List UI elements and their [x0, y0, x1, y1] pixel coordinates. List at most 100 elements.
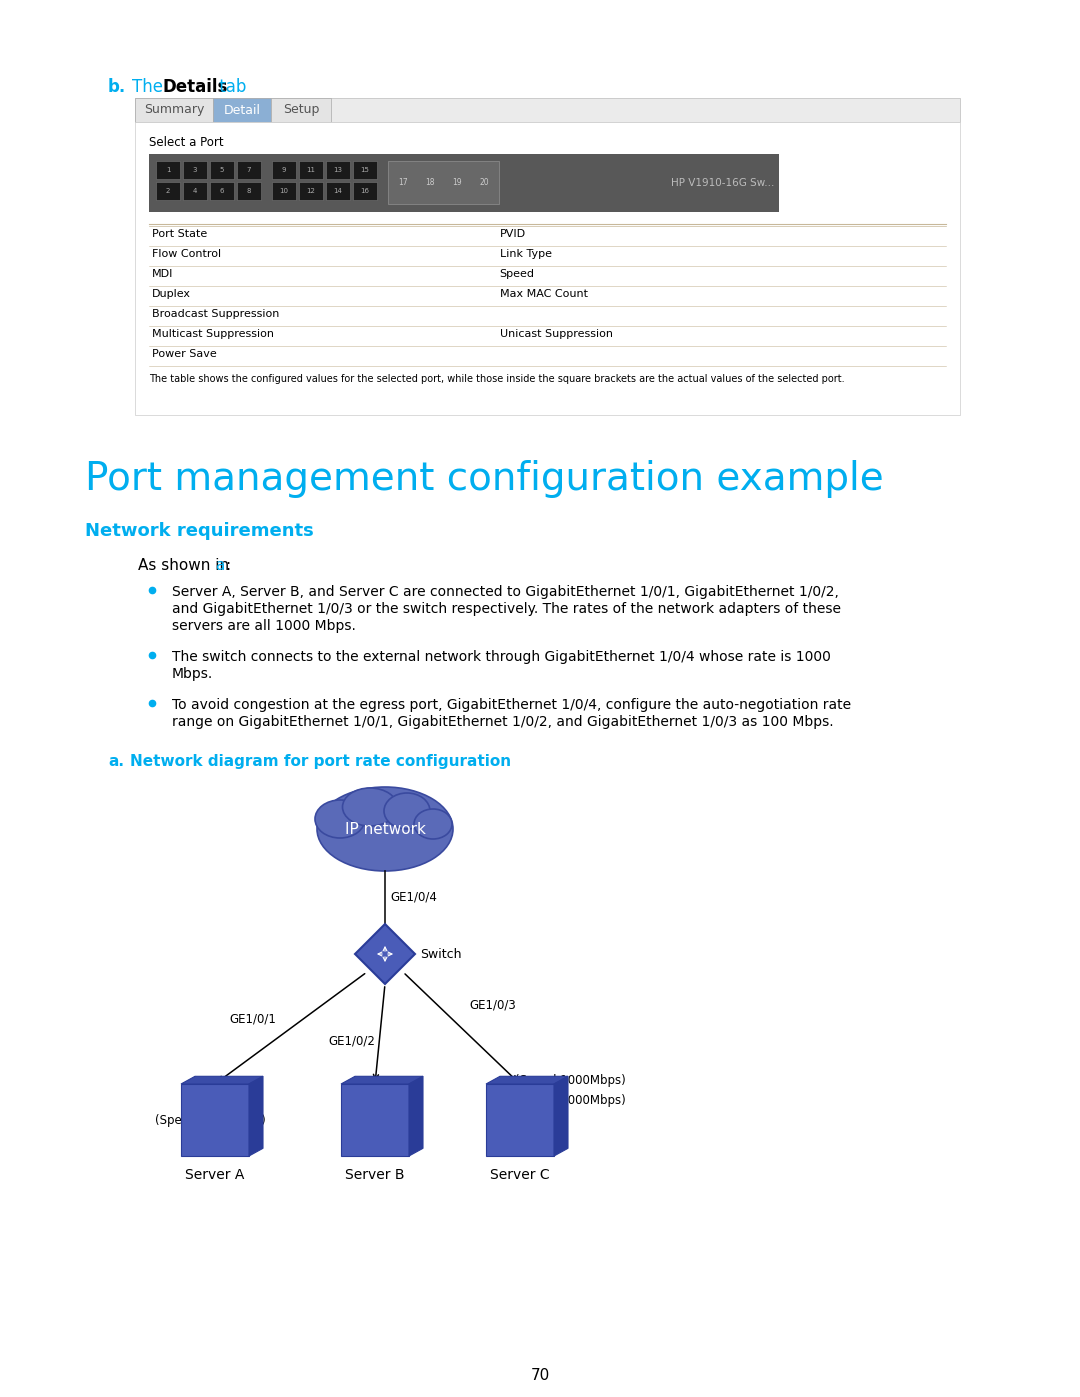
FancyBboxPatch shape [183, 161, 207, 179]
Text: 7: 7 [246, 168, 252, 173]
Text: Summary: Summary [144, 103, 204, 116]
Text: Server C: Server C [490, 1168, 550, 1182]
Text: 9: 9 [282, 168, 286, 173]
Text: (Speed 1000Mbps): (Speed 1000Mbps) [515, 1094, 625, 1106]
Text: a.: a. [108, 754, 124, 768]
Text: 13: 13 [334, 168, 342, 173]
Text: 8: 8 [246, 189, 252, 194]
Ellipse shape [342, 788, 397, 826]
FancyBboxPatch shape [213, 98, 271, 122]
Text: :: : [225, 557, 230, 573]
Text: To avoid congestion at the egress port, GigabitEthernet 1/0/4, configure the aut: To avoid congestion at the egress port, … [172, 698, 851, 712]
Text: PVID: PVID [500, 229, 526, 239]
FancyBboxPatch shape [135, 98, 960, 122]
Text: GE1/0/3: GE1/0/3 [470, 997, 516, 1011]
Ellipse shape [318, 787, 453, 870]
FancyBboxPatch shape [135, 98, 213, 122]
Text: 2: 2 [166, 189, 171, 194]
Text: Flow Control: Flow Control [152, 249, 221, 258]
Text: GE1/0/4: GE1/0/4 [390, 891, 437, 904]
Text: Switch: Switch [420, 947, 461, 961]
Text: As shown in: As shown in [138, 557, 234, 573]
Text: 19: 19 [453, 177, 462, 187]
Text: Port management configuration example: Port management configuration example [85, 460, 883, 497]
Ellipse shape [315, 800, 365, 838]
Text: and GigabitEthernet 1/0/3 or the switch respectively. The rates of the network a: and GigabitEthernet 1/0/3 or the switch … [172, 602, 841, 616]
FancyBboxPatch shape [271, 98, 330, 122]
FancyBboxPatch shape [135, 122, 960, 415]
Text: tab: tab [214, 78, 246, 96]
Text: b.: b. [108, 78, 126, 96]
FancyBboxPatch shape [326, 161, 350, 179]
FancyBboxPatch shape [353, 182, 377, 200]
FancyBboxPatch shape [156, 182, 180, 200]
Text: Max MAC Count: Max MAC Count [500, 289, 588, 299]
Text: Link Type: Link Type [500, 249, 552, 258]
Text: IP network: IP network [345, 821, 426, 837]
Text: The switch connects to the external network through GigabitEthernet 1/0/4 whose : The switch connects to the external netw… [172, 650, 831, 664]
Text: HP V1910-16G Sw...: HP V1910-16G Sw... [671, 177, 774, 189]
Text: 3: 3 [192, 168, 198, 173]
Text: Duplex: Duplex [152, 289, 191, 299]
Text: 1: 1 [165, 168, 171, 173]
FancyBboxPatch shape [299, 182, 323, 200]
FancyBboxPatch shape [353, 161, 377, 179]
Text: Unicast Suppression: Unicast Suppression [500, 330, 612, 339]
FancyBboxPatch shape [183, 182, 207, 200]
Ellipse shape [414, 809, 453, 840]
Text: GE1/0/2: GE1/0/2 [328, 1034, 375, 1046]
Text: Server A, Server B, and Server C are connected to GigabitEthernet 1/0/1, Gigabit: Server A, Server B, and Server C are con… [172, 585, 839, 599]
Text: Broadcast Suppression: Broadcast Suppression [152, 309, 280, 319]
Text: Power Save: Power Save [152, 349, 217, 359]
Text: MDI: MDI [152, 270, 174, 279]
FancyBboxPatch shape [341, 1084, 409, 1155]
Polygon shape [486, 1076, 568, 1084]
Text: 18: 18 [426, 177, 435, 187]
FancyBboxPatch shape [326, 182, 350, 200]
Polygon shape [409, 1076, 423, 1155]
Text: 70: 70 [530, 1368, 550, 1383]
FancyBboxPatch shape [181, 1084, 249, 1155]
Text: GE1/0/1: GE1/0/1 [229, 1013, 276, 1025]
FancyBboxPatch shape [149, 154, 779, 212]
FancyBboxPatch shape [210, 161, 234, 179]
Text: Server B: Server B [346, 1168, 405, 1182]
Text: The: The [132, 78, 168, 96]
FancyBboxPatch shape [272, 182, 296, 200]
Text: Network requirements: Network requirements [85, 522, 314, 541]
Text: 4: 4 [193, 189, 198, 194]
FancyBboxPatch shape [237, 182, 261, 200]
Text: Server A: Server A [186, 1168, 245, 1182]
FancyBboxPatch shape [299, 161, 323, 179]
Text: servers are all 1000 Mbps.: servers are all 1000 Mbps. [172, 619, 356, 633]
Polygon shape [554, 1076, 568, 1155]
Text: The table shows the configured values for the selected port, while those inside : The table shows the configured values fo… [149, 374, 845, 384]
Text: a: a [215, 557, 225, 573]
Text: Details: Details [162, 78, 228, 96]
Text: 10: 10 [280, 189, 288, 194]
Polygon shape [181, 1076, 264, 1084]
Text: range on GigabitEthernet 1/0/1, GigabitEthernet 1/0/2, and GigabitEthernet 1/0/3: range on GigabitEthernet 1/0/1, GigabitE… [172, 715, 834, 729]
Ellipse shape [384, 793, 430, 828]
FancyBboxPatch shape [388, 161, 499, 204]
FancyBboxPatch shape [156, 161, 180, 179]
Text: 17: 17 [399, 177, 408, 187]
Text: 14: 14 [334, 189, 342, 194]
Text: Speed: Speed [500, 270, 535, 279]
Polygon shape [341, 1076, 423, 1084]
Text: 12: 12 [307, 189, 315, 194]
FancyBboxPatch shape [237, 161, 261, 179]
Text: 20: 20 [480, 177, 489, 187]
Text: 6: 6 [219, 189, 225, 194]
FancyBboxPatch shape [210, 182, 234, 200]
Text: Port State: Port State [152, 229, 207, 239]
FancyBboxPatch shape [486, 1084, 554, 1155]
FancyBboxPatch shape [272, 161, 296, 179]
Text: (Speed 1000Mbps): (Speed 1000Mbps) [156, 1113, 266, 1127]
Text: Multicast Suppression: Multicast Suppression [152, 330, 274, 339]
Text: 5: 5 [220, 168, 225, 173]
Text: 16: 16 [361, 189, 369, 194]
Text: (Speed 1000Mbps): (Speed 1000Mbps) [515, 1074, 625, 1087]
Polygon shape [249, 1076, 264, 1155]
Polygon shape [355, 923, 415, 983]
